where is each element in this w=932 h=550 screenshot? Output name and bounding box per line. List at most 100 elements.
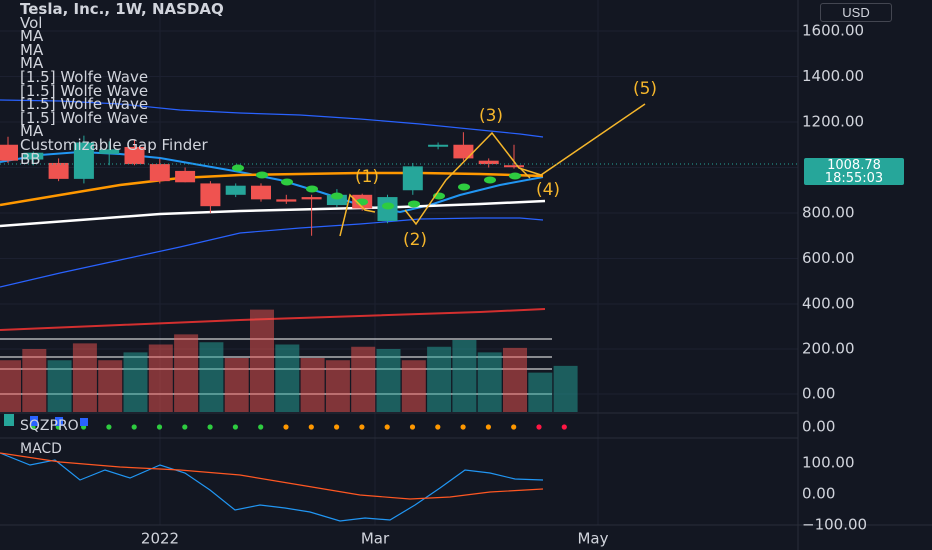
squeeze-dot (283, 424, 289, 430)
squeeze-dot (106, 424, 112, 430)
symbol-title[interactable]: Tesla, Inc., 1W, NASDAQ (20, 0, 224, 18)
squeeze-dot (384, 424, 390, 430)
volume-bar (199, 342, 224, 412)
squeeze-dot (182, 424, 188, 430)
legend-item-vol[interactable]: Vol (20, 13, 43, 32)
time-axis-label: May (577, 530, 608, 548)
candle (99, 149, 120, 154)
candle (453, 144, 474, 159)
candle (23, 152, 44, 160)
macd-axis-label: 100.00 (802, 454, 855, 472)
macd-signal-line (0, 452, 544, 500)
candle (48, 162, 69, 179)
squeeze-dot (334, 424, 340, 430)
candle (0, 144, 18, 161)
legend-item-ma[interactable]: MA (20, 122, 44, 141)
wolfe-wave-label: (4) (536, 180, 560, 200)
volume-bar (72, 343, 97, 412)
candle (301, 197, 322, 200)
legend-item-wolfe-wave[interactable]: [1.5] Wolfe Wave (20, 67, 149, 86)
squeeze-dot (359, 424, 365, 430)
legend-item-gap-finder[interactable]: Customizable Gap Finder (20, 135, 208, 154)
ma-red-line (0, 308, 546, 331)
volume-bar (376, 349, 401, 412)
time-axis-label: Mar (361, 530, 390, 548)
squeeze-dot (232, 424, 238, 430)
candle (175, 170, 196, 183)
squeeze-dot (460, 424, 466, 430)
volume-bar (0, 360, 21, 412)
bar-countdown: 18:55:03 (824, 171, 884, 186)
candle (200, 183, 221, 207)
volume-bar (427, 346, 452, 412)
legend-item-wolfe-wave[interactable]: [1.5] Wolfe Wave (20, 81, 149, 100)
volume-bar (98, 360, 123, 412)
candle (73, 142, 94, 179)
macd-axis-label: −100.00 (802, 516, 867, 534)
legend-item-ma[interactable]: MA (20, 54, 44, 73)
volume-bar (174, 334, 199, 412)
squeeze-pane-label: SQZPRO (20, 418, 79, 434)
legend-item-wolfe-wave[interactable]: [1.5] Wolfe Wave (20, 95, 149, 114)
price-axis-label: 1400.00 (802, 67, 864, 85)
volume-bar (300, 358, 325, 412)
squeeze-dot (435, 424, 441, 430)
volume-bar (224, 358, 249, 412)
volume-bar (250, 309, 274, 412)
time-axis-label: 2022 (141, 530, 179, 548)
price-axis-label: 1600.00 (802, 22, 864, 40)
candle (149, 164, 170, 182)
candle (504, 165, 524, 168)
volume-bar (148, 344, 173, 412)
candle (428, 144, 449, 147)
volume-bar (477, 352, 502, 412)
wolfe-wave-label: (3) (479, 106, 503, 126)
legend-item-wolfe-wave[interactable]: [1.5] Wolfe Wave (20, 108, 149, 127)
price-axis-label: 1200.00 (802, 113, 864, 131)
wolfe-wave-label: (2) (403, 230, 427, 250)
volume-bar (528, 372, 553, 412)
candle (478, 160, 499, 165)
volume-bar (325, 360, 350, 412)
squeeze-dot (409, 424, 416, 430)
ma-orange-line (0, 171, 544, 207)
last-price-value: 1008.78 (827, 158, 881, 173)
candle (225, 185, 246, 195)
volume-bar (22, 349, 47, 412)
candle (251, 185, 271, 200)
volume-bar (123, 352, 148, 412)
volume-bar (47, 360, 72, 412)
volume-bar (503, 347, 527, 412)
legend-item-ma[interactable]: MA (20, 40, 44, 59)
volume-bar (452, 340, 477, 412)
squeeze-dot (258, 424, 264, 430)
macd-line (0, 452, 544, 522)
squeeze-dot (207, 424, 213, 430)
price-axis-label: 600.00 (802, 249, 855, 267)
price-axis-label: 0.00 (802, 385, 835, 403)
candle (326, 194, 347, 206)
squeeze-dot (156, 424, 163, 430)
squeeze-dot (308, 424, 314, 430)
wolfe-wave-label: (1) (355, 167, 379, 187)
candle (276, 199, 297, 202)
squeeze-dot (511, 424, 517, 430)
volume-bar (351, 346, 376, 412)
macd-axis-label: 0.00 (802, 485, 835, 503)
last-price-label: 1008.78 18:55:03 (804, 158, 904, 185)
bb-lower-line (0, 217, 544, 288)
price-axis-label: 400.00 (802, 295, 855, 313)
macd-pane-label: MACD (20, 441, 62, 457)
currency-selector[interactable]: USD (820, 3, 892, 22)
indicator-legend: Tesla, Inc., 1W, NASDAQ Vol MA MA MA [1.… (20, 0, 224, 168)
volume-bar (275, 344, 300, 412)
volume-bar (553, 365, 578, 412)
legend-item-ma[interactable]: MA (20, 27, 44, 46)
volume-bar (401, 360, 426, 412)
squeeze-axis-label: 0.00 (802, 418, 835, 436)
legend-item-bb[interactable]: BB (20, 149, 41, 168)
squeeze-dot (561, 424, 567, 430)
price-axis-label: 200.00 (802, 340, 855, 358)
candle (402, 166, 423, 191)
